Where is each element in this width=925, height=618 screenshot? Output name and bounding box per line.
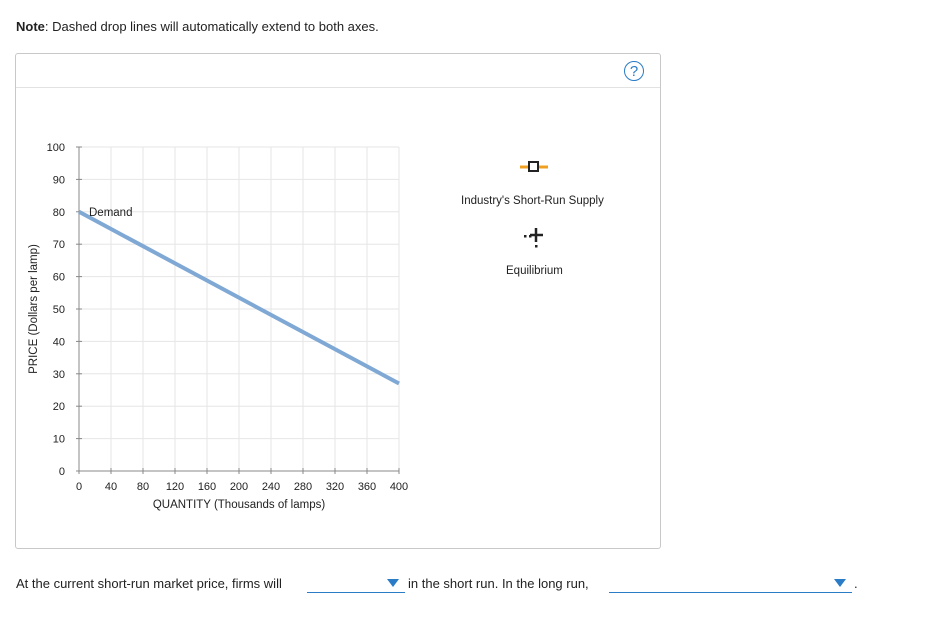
x-tick-label: 0: [76, 481, 82, 493]
equilibrium-dot: [524, 235, 527, 238]
x-tick-label: 360: [358, 481, 376, 493]
legend-equilibrium-label: Equilibrium: [506, 265, 563, 277]
y-tick-label: 40: [53, 336, 65, 348]
chart-area[interactable]: 0 10 20 30 40 50 60 70 80 90 100 0 40 80 120 160 200 240 2…: [16, 54, 660, 548]
equilibrium-dot: [535, 245, 538, 248]
y-tick-label: 20: [53, 401, 65, 413]
y-axis-title: PRICE (Dollars per lamp): [28, 244, 40, 374]
chevron-down-icon: [387, 579, 399, 587]
x-tick-label: 160: [198, 481, 216, 493]
x-tick-label: 40: [105, 481, 117, 493]
note-text: Note: Dashed drop lines will automatical…: [16, 19, 379, 34]
y-tick-label: 90: [53, 174, 65, 186]
x-tick-label: 120: [166, 481, 184, 493]
y-tick-label: 60: [53, 272, 65, 284]
demand-curve[interactable]: [78, 210, 400, 386]
x-tick-label: 240: [262, 481, 280, 493]
y-tick-label: 70: [53, 239, 65, 251]
long-run-dropdown[interactable]: [609, 572, 852, 593]
x-axis-title: QUANTITY (Thousands of lamps): [153, 499, 326, 511]
question-part3: .: [854, 576, 858, 591]
chevron-down-icon: [834, 579, 846, 587]
x-tick-label: 200: [230, 481, 248, 493]
question-part1: At the current short-run market price, f…: [16, 576, 282, 591]
y-tick-label: 50: [53, 304, 65, 316]
y-tick-label: 10: [53, 434, 65, 446]
x-tick-label: 320: [326, 481, 344, 493]
graph-panel: ? 0 10 20 30 40 50 60 70 80 90 100 0 40 80 120 160 200 24…: [15, 53, 661, 549]
legend-supply-label: Industry's Short-Run Supply: [461, 195, 604, 207]
note-body: : Dashed drop lines will automatically e…: [44, 19, 379, 34]
panel-header: ?: [16, 54, 660, 88]
y-tick-label: 80: [53, 207, 65, 219]
x-tick-label: 80: [137, 481, 149, 493]
note-label: Note: [16, 19, 45, 34]
y-tick-label: 100: [47, 142, 65, 154]
x-tick-label: 400: [390, 481, 408, 493]
x-tick-label: 280: [294, 481, 312, 493]
supply-tool-icon[interactable]: [528, 161, 539, 172]
y-tick-label: 0: [59, 466, 65, 478]
question-part2: in the short run. In the long run,: [408, 576, 589, 591]
firm-action-dropdown[interactable]: [307, 572, 405, 593]
y-tick-label: 30: [53, 369, 65, 381]
demand-curve-label: Demand: [89, 207, 132, 219]
help-icon[interactable]: ?: [624, 61, 644, 81]
